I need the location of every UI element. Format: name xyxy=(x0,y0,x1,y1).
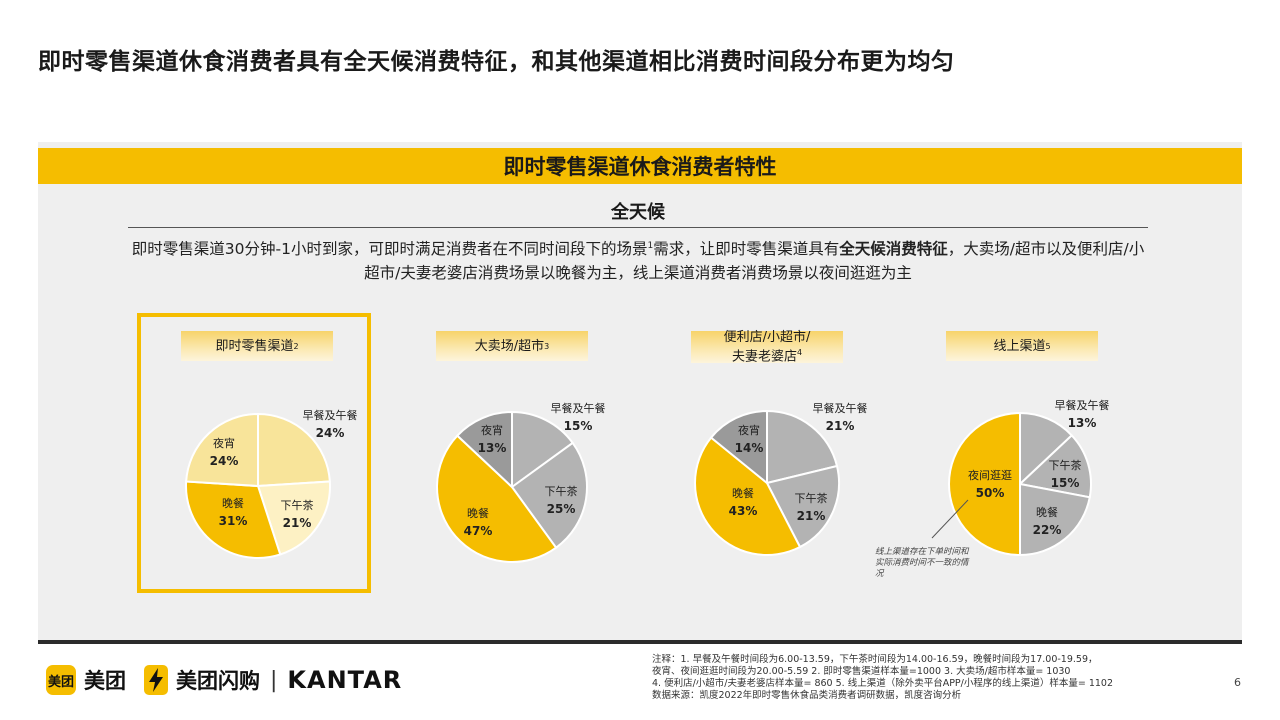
pie-slice-4 xyxy=(185,412,259,488)
kantar-logo: KANTAR xyxy=(287,666,403,694)
pie-slice-4 xyxy=(948,411,1021,557)
highlight-box xyxy=(137,313,371,593)
pie-slice-4 xyxy=(709,409,768,486)
slice-label: 下午茶 xyxy=(795,492,828,505)
slice-value-label: 47% xyxy=(464,524,493,538)
slice-value-label: 22% xyxy=(1033,523,1062,537)
footnote-line: 夜宵、夜间逛逛时间段为20.00-5.59 2. 即时零售渠道样本量=1000 … xyxy=(652,666,1071,677)
pie-slice-2 xyxy=(765,464,840,549)
annotation-leader-line xyxy=(931,499,969,539)
pie-slice-2 xyxy=(256,480,331,556)
chart-3-title-line1: 便利店/小超市/ xyxy=(723,329,811,345)
banner-title: 即时零售渠道休食消费者特性 xyxy=(38,148,1242,184)
slice-label: 下午茶 xyxy=(281,499,314,512)
slice-value-label: 50% xyxy=(976,486,1005,500)
slice-label: 晚餐 xyxy=(732,486,754,500)
meituan-logo: 美团 xyxy=(46,665,76,695)
slice-label: 夜宵 xyxy=(481,423,503,437)
slice-label: 下午茶 xyxy=(1049,459,1082,472)
pie-chart-convenience-store: 早餐及午餐 21% 下午茶 21% 晚餐 43% 夜宵 14% xyxy=(694,401,868,556)
slice-value-label: 25% xyxy=(547,502,576,516)
chart-1-title: 即时零售渠道 2 xyxy=(181,331,333,361)
description: 即时零售渠道30分钟-1小时到家，可即时满足消费者在不同时间段下的场景1需求，让… xyxy=(128,234,1148,285)
pie-slice-1 xyxy=(511,410,575,489)
slice-label: 晚餐 xyxy=(467,506,489,520)
pie-slice-4 xyxy=(455,410,513,490)
slice-value-label: 21% xyxy=(797,509,826,523)
section-divider xyxy=(128,227,1148,228)
chart-4-title-sup: 5 xyxy=(1045,341,1051,351)
slice-value-label: 13% xyxy=(1068,416,1097,430)
pie-slice-3 xyxy=(436,434,558,563)
pie-chart-online: 早餐及午餐 13% 下午茶 15% 晚餐 22% 夜间逛逛 50% xyxy=(948,398,1110,557)
slice-label: 早餐及午餐 xyxy=(1055,398,1110,412)
pie-slice-3 xyxy=(694,436,802,556)
description-emphasis: 全天候消费特征 xyxy=(839,240,948,259)
slice-label: 夜宵 xyxy=(213,436,235,450)
slice-label: 早餐及午餐 xyxy=(551,401,606,415)
pie-slice-3 xyxy=(185,480,282,559)
footnotes: 注释：1. 早餐及午餐时间段为6.00-13.59，下午茶时间段为14.00-1… xyxy=(652,654,1212,702)
chart-3-title: 便利店/小超市/ 夫妻老婆店4 xyxy=(691,329,843,365)
footnote-line: 4. 便利店/小超市/夫妻老婆店样本量= 860 5. 线上渠道（除外卖平台AP… xyxy=(652,678,1114,689)
slice-label: 晚餐 xyxy=(222,496,244,510)
slice-value-label: 14% xyxy=(735,441,764,455)
slice-value-label: 21% xyxy=(826,419,855,433)
slice-value-label: 15% xyxy=(1051,476,1080,490)
description-part3: ，大卖场/超市以及便利店/小超市/夫妻老婆店消费场景以晚餐为主，线上渠道消费者消… xyxy=(364,240,1145,283)
slice-label: 晚餐 xyxy=(1036,505,1058,519)
meituan-wordmark: 美团 xyxy=(84,669,126,693)
pie-slice-2 xyxy=(510,441,588,550)
chart-1-title-text: 即时零售渠道 xyxy=(215,338,294,354)
pie-slice-2 xyxy=(1017,433,1092,499)
pie-chart-instant-retail: 早餐及午餐 24% 下午茶 21% 晚餐 31% 夜宵 24% xyxy=(185,408,358,559)
description-part1: 即时零售渠道30分钟-1小时到家，可即时满足消费者在不同时间段下的场景 xyxy=(131,240,648,259)
slice-label: 早餐及午餐 xyxy=(303,408,358,422)
footnote-source: 数据来源：凯度2022年即时零售休食品类消费者调研数据，凯度咨询分析 xyxy=(652,690,962,701)
chart-4-title: 线上渠道 5 xyxy=(946,331,1098,361)
pie-slice-3 xyxy=(1019,482,1091,557)
slice-value-label: 24% xyxy=(210,454,239,468)
slice-label: 夜间逛逛 xyxy=(968,468,1012,482)
chart-4-title-text: 线上渠道 xyxy=(993,338,1046,354)
chart-3-title-line2: 夫妻老婆店 xyxy=(731,349,797,365)
section-title: 全天候 xyxy=(611,202,665,223)
content-panel xyxy=(38,142,1242,642)
slice-label: 下午茶 xyxy=(545,485,578,498)
pie-slice-1 xyxy=(257,412,331,488)
slice-value-label: 13% xyxy=(478,441,507,455)
description-part2: 需求，让即时零售渠道具有 xyxy=(653,240,840,259)
slice-value-label: 15% xyxy=(564,419,593,433)
panel-divider xyxy=(38,640,1242,644)
description-footnote-ref: 1 xyxy=(647,241,654,251)
online-channel-note: 线上渠道存在下单时间和实际消费时间不一致的情况 xyxy=(875,547,969,579)
slice-value-label: 21% xyxy=(283,516,312,530)
page-title: 即时零售渠道休食消费者具有全天候消费特征，和其他渠道相比消费时间段分布更为均匀 xyxy=(38,49,955,75)
logo-bar: 美团 美团 美团闪购 | KANTAR xyxy=(46,663,402,697)
page-number: 6 xyxy=(1234,676,1241,689)
slice-label: 夜宵 xyxy=(738,423,760,437)
pie-slice-1 xyxy=(1019,411,1074,487)
slice-label: 早餐及午餐 xyxy=(813,401,868,415)
slice-value-label: 43% xyxy=(729,504,758,518)
footnote-line: 注释：1. 早餐及午餐时间段为6.00-13.59，下午茶时间段为14.00-1… xyxy=(652,654,1098,665)
chart-2-title: 大卖场/超市 3 xyxy=(436,331,588,361)
pie-chart-hypermarket: 早餐及午餐 15% 下午茶 25% 晚餐 47% 夜宵 13% xyxy=(436,401,606,563)
chart-2-title-sup: 3 xyxy=(544,341,550,351)
logo-separator: | xyxy=(270,667,278,693)
chart-2-title-text: 大卖场/超市 xyxy=(474,338,545,354)
chart-1-title-sup: 2 xyxy=(293,341,299,351)
chart-3-title-sup: 4 xyxy=(796,347,803,357)
slice-value-label: 31% xyxy=(219,514,248,528)
slice-value-label: 24% xyxy=(316,426,345,440)
meituan-shangou-wordmark: 美团闪购 xyxy=(176,669,260,693)
pie-slice-1 xyxy=(766,409,839,485)
lightning-bolt-icon xyxy=(144,665,168,695)
